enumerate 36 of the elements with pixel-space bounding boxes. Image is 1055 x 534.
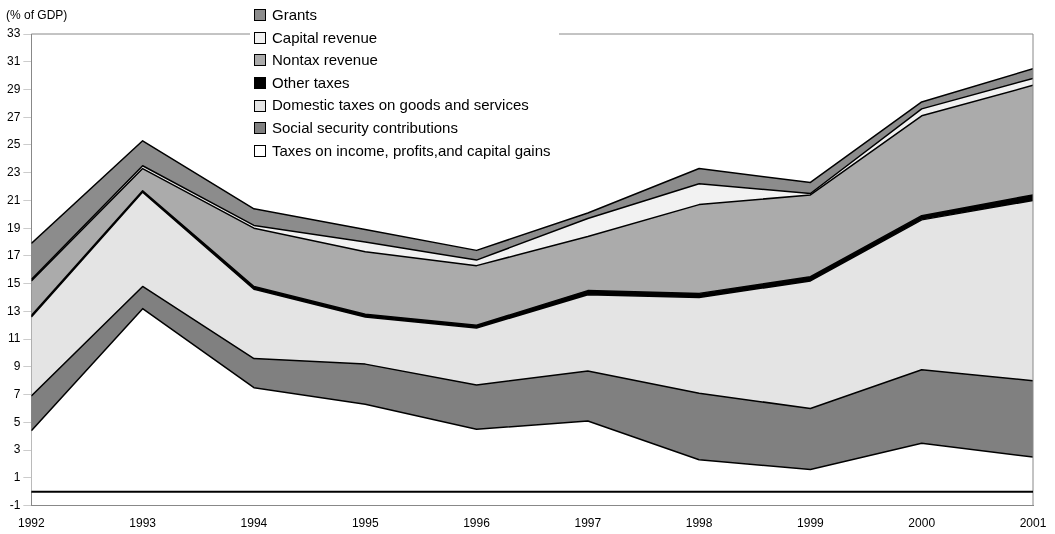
y-tick-label: 27 (6, 109, 21, 124)
y-tick-label: 7 (13, 386, 21, 401)
legend-label: Grants (272, 5, 318, 25)
y-tick-label: 5 (13, 414, 21, 429)
x-tick-label: 1997 (574, 516, 602, 531)
y-tick-label: 11 (7, 331, 21, 346)
y-tick-label: 31 (6, 54, 21, 69)
y-axis-title: (% of GDP) (6, 8, 68, 22)
y-tick-label: 15 (6, 275, 21, 290)
y-tick-label: 19 (6, 220, 21, 235)
x-tick-label: 1995 (351, 516, 379, 531)
legend-label: Domestic taxes on goods and services (272, 95, 529, 116)
y-tick-label: 29 (6, 81, 21, 96)
y-tick-label: 25 (6, 137, 21, 152)
y-tick-label: 1 (13, 470, 21, 485)
x-tick-label: 1999 (797, 516, 825, 531)
y-tick-label: 21 (6, 192, 21, 207)
x-tick-label: 1994 (240, 516, 268, 531)
y-tick-label: 17 (6, 248, 21, 263)
legend-label: Taxes on income, profits,and capital gains (272, 140, 551, 161)
x-tick-label: 1993 (129, 516, 157, 531)
y-tick-label: 33 (6, 26, 21, 41)
y-tick-label: 13 (6, 303, 21, 318)
y-tick-label: -1 (9, 497, 21, 512)
legend-label: Social security contributions (272, 117, 458, 138)
legend-label: Capital revenue (272, 27, 378, 48)
x-tick-label: 2000 (908, 516, 936, 531)
x-tick-label: 1998 (685, 516, 713, 531)
legend-label: Other taxes (272, 72, 350, 93)
legend-label: Nontax revenue (272, 50, 378, 71)
x-tick-label: 1992 (18, 516, 46, 531)
y-tick-label: 23 (6, 165, 21, 180)
y-tick-label: 9 (13, 359, 21, 374)
x-tick-label: 1996 (463, 516, 491, 531)
x-tick-label: 2001 (1019, 516, 1047, 531)
y-tick-label: 3 (13, 442, 21, 457)
